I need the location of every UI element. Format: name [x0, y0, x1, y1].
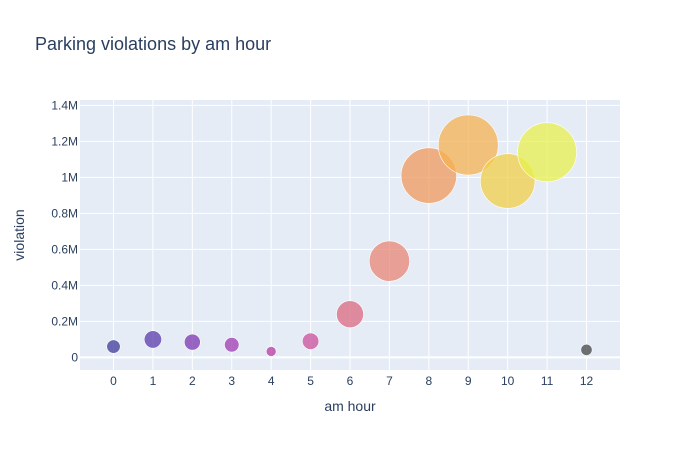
data-point[interactable]	[368, 240, 410, 282]
x-tick-label: 2	[189, 374, 196, 388]
data-point[interactable]	[517, 122, 577, 182]
x-tick-label: 9	[465, 374, 472, 388]
x-tick-label: 10	[501, 374, 515, 388]
y-axis-title: violation	[11, 209, 27, 260]
x-axis-title: am hour	[324, 398, 376, 414]
data-point[interactable]	[400, 147, 457, 204]
x-tick-label: 4	[268, 374, 275, 388]
data-points	[106, 114, 593, 357]
y-tick-label: 0.6M	[51, 242, 78, 256]
x-tick-label: 6	[347, 374, 354, 388]
x-tick-labels: 0 1 2 3 4 5 6 7 8 9 10 11 12	[110, 374, 593, 388]
y-tick-label: 0.8M	[51, 206, 78, 220]
x-tick-label: 0	[110, 374, 117, 388]
data-point[interactable]	[183, 333, 201, 351]
data-point[interactable]	[106, 339, 121, 354]
x-tick-label: 11	[541, 374, 554, 388]
data-point[interactable]	[580, 343, 593, 356]
data-point[interactable]	[224, 337, 240, 353]
x-tick-label: 3	[228, 374, 235, 388]
data-point[interactable]	[336, 300, 364, 329]
y-tick-label: 0	[71, 350, 78, 364]
y-tick-label: 0.2M	[51, 314, 78, 328]
x-tick-label: 12	[580, 374, 594, 388]
data-point[interactable]	[265, 346, 277, 357]
y-tick-label: 1.2M	[51, 134, 78, 148]
x-tick-label: 7	[386, 374, 393, 388]
data-point[interactable]	[480, 153, 536, 209]
data-point[interactable]	[437, 114, 499, 176]
chart-title: Parking violations by am hour	[35, 34, 271, 54]
y-tick-label: 1M	[61, 170, 78, 184]
data-point[interactable]	[301, 332, 320, 350]
y-tick-labels: 0 0.2M 0.4M 0.6M 0.8M 1M 1.2M 1.4M	[51, 98, 78, 364]
data-point[interactable]	[143, 330, 162, 349]
x-tick-label: 1	[150, 374, 157, 388]
x-tick-label: 5	[307, 374, 314, 388]
x-tick-label: 8	[425, 374, 432, 388]
y-tick-label: 0.4M	[51, 278, 78, 292]
y-tick-label: 1.4M	[51, 98, 78, 112]
